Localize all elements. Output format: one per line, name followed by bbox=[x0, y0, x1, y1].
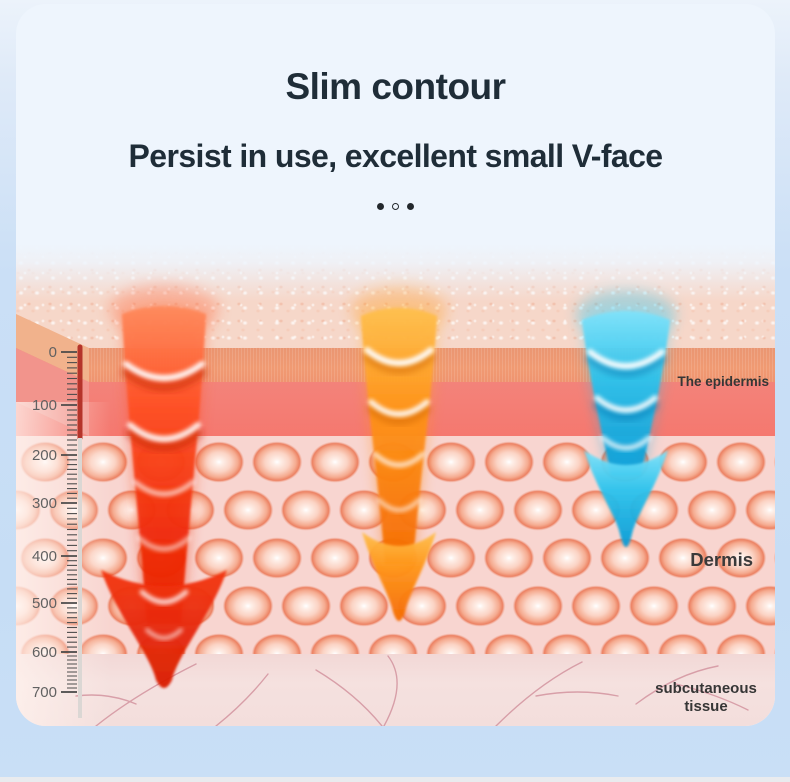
subcutaneous-label: subcutaneous tissue bbox=[639, 680, 773, 716]
ruler-ticks: 0 100 200 300 400 500 600 700 bbox=[32, 344, 77, 701]
page-subtitle: Persist in use, excellent small V-face bbox=[128, 138, 664, 174]
svg-text:200: 200 bbox=[32, 447, 57, 464]
dot-filled-icon bbox=[407, 203, 414, 210]
dot-filled-icon bbox=[377, 203, 384, 210]
svg-text:400: 400 bbox=[32, 548, 57, 565]
svg-text:0: 0 bbox=[49, 344, 57, 361]
subcutaneous-layer bbox=[16, 654, 775, 726]
epidermis-label: The epidermis bbox=[677, 374, 769, 389]
dermis-label: Dermis bbox=[690, 549, 753, 570]
vein-lines bbox=[75, 655, 749, 726]
bottom-strip bbox=[0, 777, 790, 782]
svg-text:100: 100 bbox=[32, 397, 57, 414]
content-card: Slim contour Persist in use, excellent s… bbox=[16, 4, 775, 726]
blue-wave-arrow bbox=[576, 290, 676, 547]
red-wave-arrow bbox=[101, 284, 227, 688]
diagram-overlay: 0 100 200 300 400 500 600 700 bbox=[16, 284, 749, 726]
subcutaneous-label-line2: tissue bbox=[684, 698, 728, 715]
svg-text:500: 500 bbox=[32, 595, 57, 612]
left-light-wash bbox=[16, 402, 111, 726]
orange-wave-arrow bbox=[351, 286, 447, 621]
svg-text:600: 600 bbox=[32, 644, 57, 661]
svg-text:300: 300 bbox=[32, 495, 57, 512]
svg-text:700: 700 bbox=[32, 684, 57, 701]
subcutaneous-label-line1: subcutaneous bbox=[655, 680, 757, 697]
separator-dots bbox=[16, 203, 775, 210]
dot-hollow-icon bbox=[392, 203, 399, 210]
page-title: Slim contour bbox=[285, 66, 506, 107]
depth-ruler: 0 100 200 300 400 500 600 700 bbox=[32, 344, 83, 718]
